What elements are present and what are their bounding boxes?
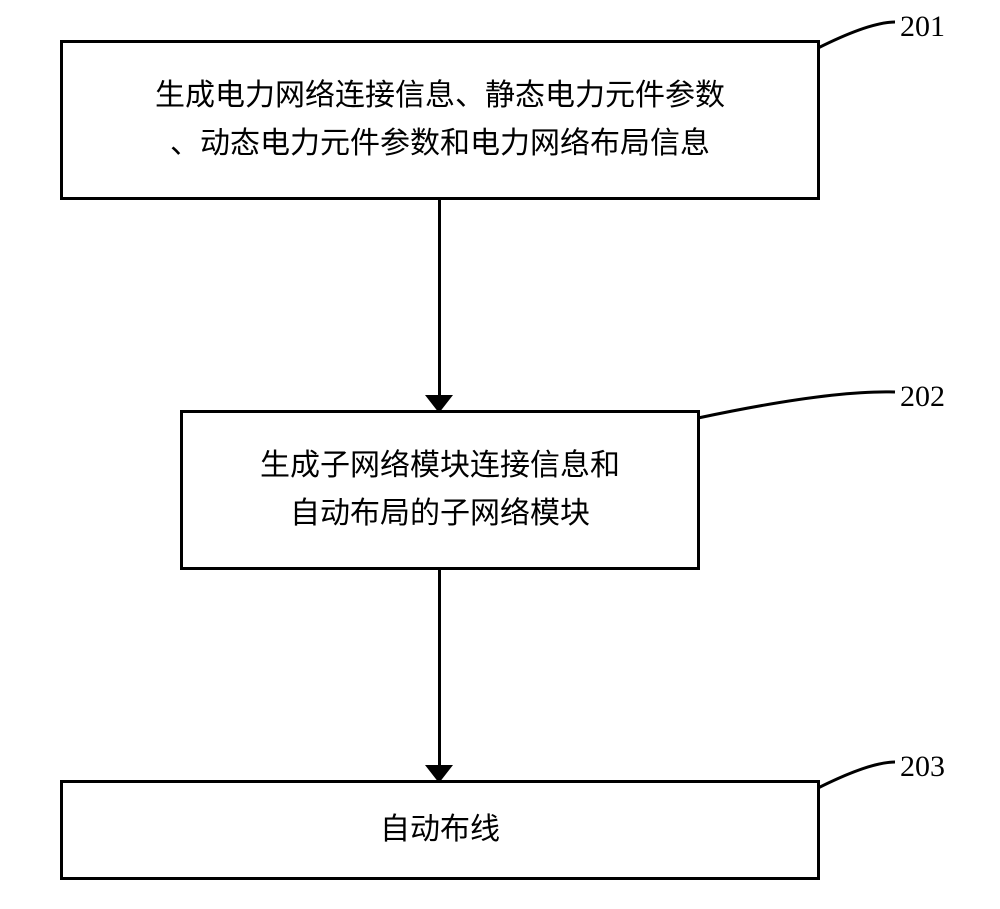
- flowchart-container: 生成电力网络连接信息、静态电力元件参数 、动态电力元件参数和电力网络布局信息 2…: [0, 0, 1000, 909]
- box-3-number: 203: [900, 750, 945, 784]
- leader-line-3: [0, 0, 1000, 909]
